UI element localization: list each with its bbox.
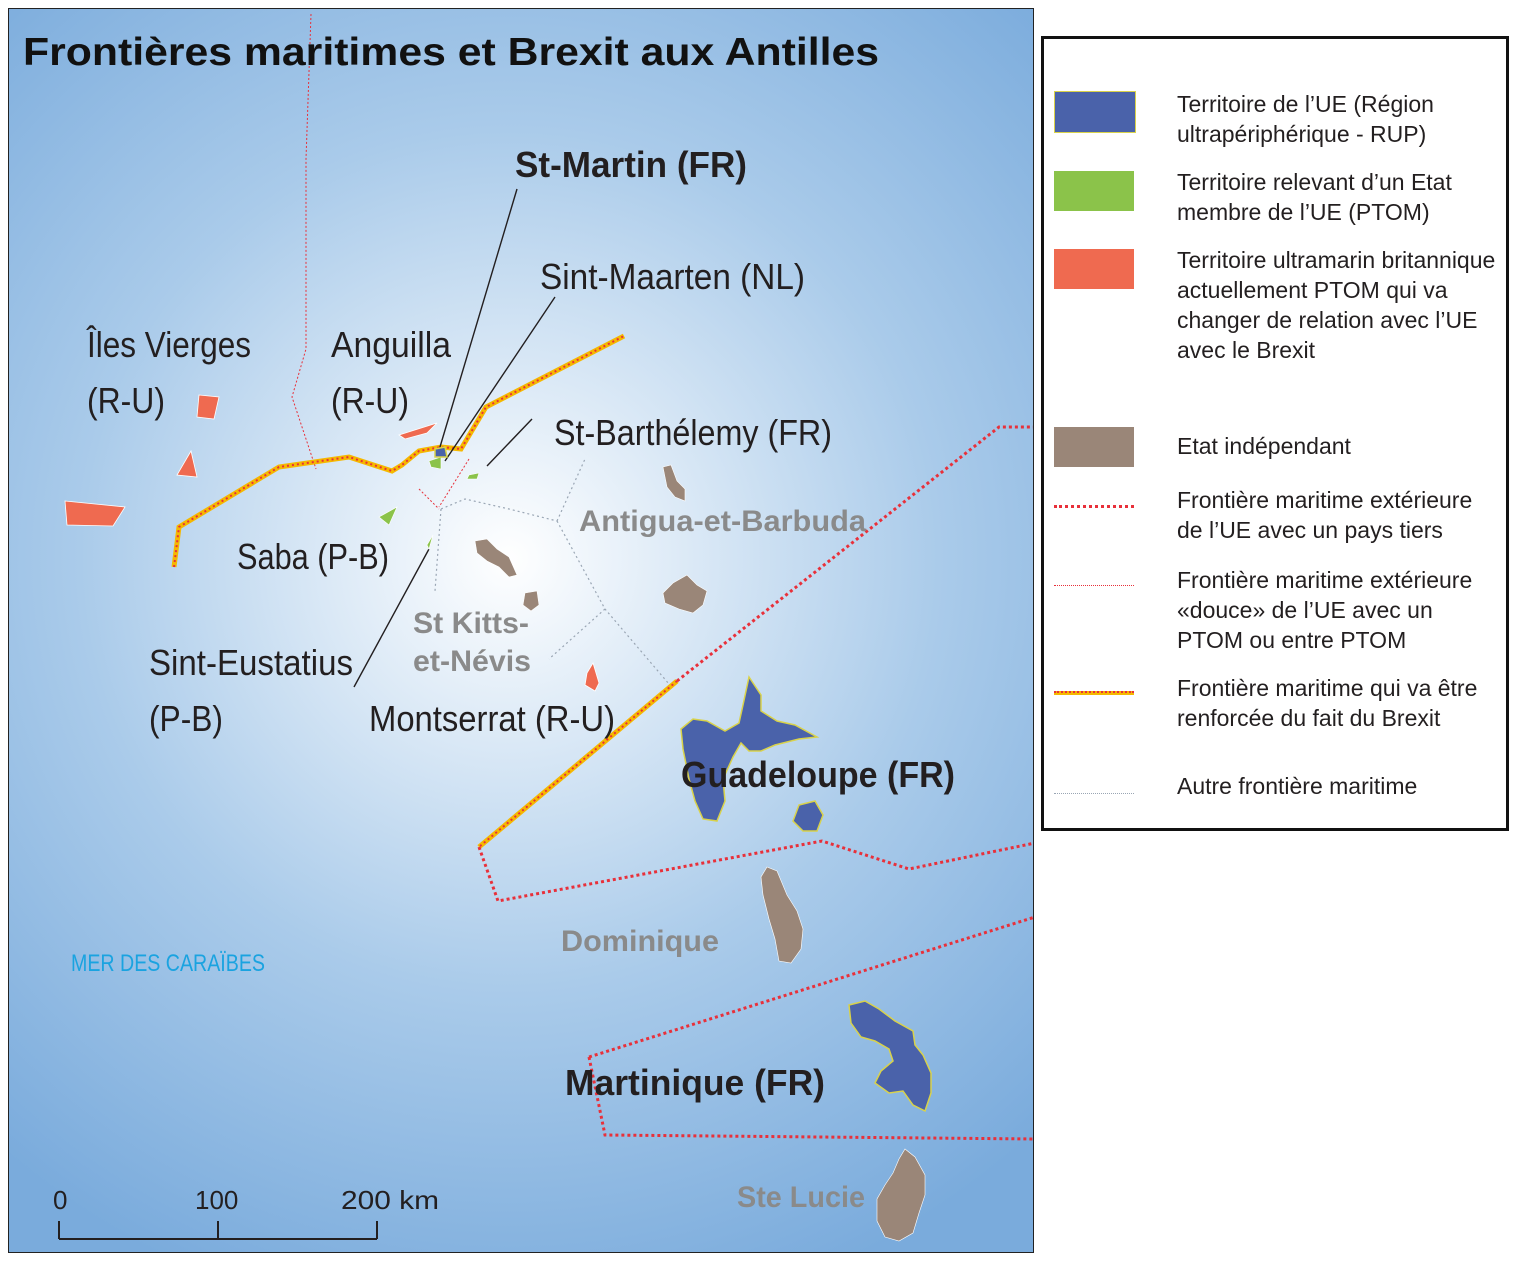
label-st-martin: St-Martin (FR)	[515, 144, 747, 185]
legend-text-rup: Territoire de l’UE (Région ultrapériphér…	[1177, 91, 1434, 147]
legend-swatch-independent	[1054, 427, 1134, 467]
label-iles-vierges: Îles Vierges	[86, 324, 251, 365]
label-anguilla: Anguilla	[331, 324, 452, 365]
label-st-barthelemy: St-Barthélemy (FR)	[554, 412, 832, 453]
legend-swatch-rup	[1054, 91, 1136, 133]
barbuda-shape	[662, 464, 686, 502]
label-nevis: et-Névis	[413, 645, 531, 678]
label-montserrat: Montserrat (R-U)	[369, 698, 615, 739]
st-barthelemy-shape	[466, 472, 480, 480]
ptom-territories	[378, 456, 480, 550]
rup-territories	[434, 446, 932, 1113]
legend-swatch-brexit-border	[1054, 691, 1134, 695]
legend-text-external-border: Frontière maritime extérieure de l’UE av…	[1177, 487, 1473, 543]
label-st-kitts: St Kitts-	[413, 607, 529, 640]
legend-swatch-other-border	[1054, 793, 1134, 794]
map-title: Frontières maritimes et Brexit aux Antil…	[23, 31, 879, 74]
sea-background	[9, 9, 1033, 1252]
brexit-border-lines	[171, 333, 679, 849]
montserrat-shape	[584, 662, 600, 692]
label-antigua: Antigua-et-Barbuda	[579, 505, 866, 538]
legend-text-ptom: Territoire relevant d’un Etat membre de …	[1177, 169, 1452, 225]
map-legend: Territoire de l’UE (Région ultrapériphér…	[1041, 36, 1509, 831]
independent-states	[474, 464, 926, 1242]
label-martinique: Martinique (FR)	[565, 1062, 825, 1103]
virgin-islands-shape	[196, 394, 220, 420]
soft-border-lines	[291, 13, 470, 510]
scale-tick-200: 200 km	[341, 1185, 439, 1215]
legend-text-independent: Etat indépendant	[1177, 433, 1351, 459]
virgin-islands-shape-2	[176, 449, 198, 478]
legend-text-soft-border: Frontière maritime extérieure «douce» de…	[1177, 567, 1473, 653]
label-saba: Saba (P-B)	[237, 536, 389, 577]
legend-text-uk: Territoire ultramarin britannique actuel…	[1177, 247, 1496, 363]
uk-territories	[64, 394, 600, 692]
legend-swatch-uk	[1054, 249, 1134, 289]
label-anguilla-country: (R-U)	[331, 380, 409, 421]
antigua-shape	[662, 574, 708, 614]
eu-external-border-lines	[477, 425, 1033, 1141]
guadeloupe-shape	[680, 675, 820, 822]
legend-swatch-external-border	[1054, 505, 1134, 508]
legend-text-brexit-border: Frontière maritime qui va être renforcée…	[1177, 675, 1478, 731]
legend-swatch-soft-border	[1054, 585, 1134, 586]
map-canvas: Frontières maritimes et Brexit aux Antil…	[9, 9, 1033, 1252]
martinique-shape	[848, 1000, 932, 1113]
st-martin-shape	[434, 446, 448, 458]
virgin-islands-shape-3	[64, 500, 126, 527]
scale-tick-0: 0	[53, 1185, 67, 1215]
saint-lucia-shape	[876, 1148, 926, 1242]
dominica-shape	[760, 866, 804, 964]
leader-lines	[353, 188, 556, 688]
sint-eustatius-shape	[426, 534, 434, 550]
label-sint-eustatius-country: (P-B)	[149, 698, 223, 739]
label-ste-lucie: Ste Lucie	[737, 1181, 865, 1214]
scale-bar	[58, 1221, 378, 1240]
nevis-shape	[522, 590, 540, 612]
legend-text-other-border: Autre frontière maritime	[1177, 773, 1418, 799]
st-kitts-shape	[474, 538, 518, 578]
label-sea: MER DES CARAÏBES	[71, 950, 265, 977]
legend-swatch-ptom	[1054, 171, 1134, 211]
map-frame: Frontières maritimes et Brexit aux Antil…	[8, 8, 1034, 1253]
anguilla-shape	[398, 422, 438, 440]
scale-tick-100: 100	[195, 1185, 238, 1215]
label-iles-vierges-country: (R-U)	[87, 380, 165, 421]
other-border-lines	[434, 458, 670, 685]
label-sint-maarten: Sint-Maarten (NL)	[540, 256, 805, 297]
label-sint-eustatius: Sint-Eustatius	[149, 642, 353, 683]
marie-galante-shape	[792, 800, 824, 832]
label-guadeloupe: Guadeloupe (FR)	[681, 754, 955, 795]
label-dominique: Dominique	[561, 925, 719, 958]
saba-shape	[378, 506, 398, 526]
sint-maarten-shape	[428, 456, 442, 470]
